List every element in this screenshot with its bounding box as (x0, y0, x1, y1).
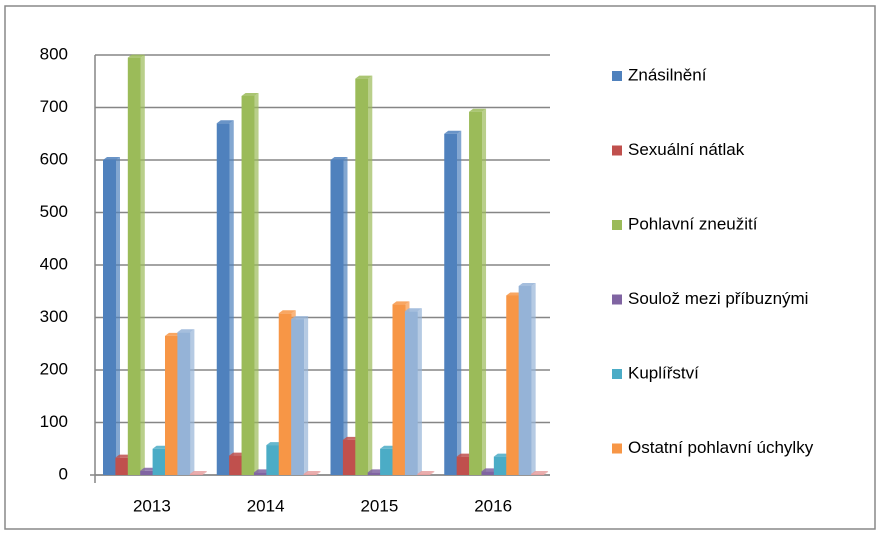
bar-top (127, 54, 145, 58)
bar-top (392, 301, 410, 305)
y-tick-label: 800 (40, 44, 68, 63)
bar-top (444, 130, 462, 134)
bar-side (140, 54, 145, 475)
bar-side (417, 308, 422, 475)
legend-label: Kuplířství (628, 363, 699, 382)
bar-side (430, 470, 435, 475)
bar-side (544, 470, 549, 475)
bar (380, 448, 394, 475)
bar-top (177, 329, 195, 333)
bar (229, 455, 243, 475)
bar-top (278, 310, 296, 314)
bar-side (316, 470, 321, 475)
bar-top (518, 283, 536, 286)
bar (518, 286, 532, 475)
bar (103, 160, 116, 475)
bar-side (482, 108, 487, 475)
bar (342, 439, 356, 475)
bar (531, 473, 545, 475)
bar-side (531, 283, 536, 475)
bar (469, 111, 483, 475)
bar (417, 473, 431, 475)
legend-swatch (612, 443, 622, 454)
y-tick-label: 100 (40, 412, 68, 431)
bar (165, 335, 178, 475)
bar-top (291, 316, 309, 320)
bar-side (229, 120, 234, 475)
bar-side (190, 329, 195, 475)
y-tick-label: 700 (40, 97, 68, 116)
bar (253, 472, 267, 475)
bar (278, 313, 292, 475)
bar-top (216, 120, 234, 124)
bar-top (469, 108, 487, 112)
bar (291, 319, 305, 475)
legend-swatch (612, 145, 622, 156)
legend-swatch (612, 369, 622, 379)
bar (481, 471, 495, 475)
bar (404, 311, 418, 475)
bar-top (355, 75, 373, 79)
bar-side (202, 470, 207, 475)
bar (241, 95, 255, 475)
x-tick-label: 2013 (133, 496, 171, 515)
bar-top (103, 157, 120, 160)
bar (152, 448, 166, 475)
y-tick-label: 500 (40, 202, 68, 221)
bar-side (116, 157, 120, 475)
x-tick-label: 2016 (474, 496, 512, 515)
legend-swatch (612, 294, 622, 305)
bar (115, 457, 129, 475)
legend-label: Sexuální nátlak (628, 140, 745, 159)
bar (266, 445, 280, 475)
bar-side (457, 130, 462, 475)
bar (140, 470, 154, 475)
bar (506, 295, 520, 475)
bar (127, 57, 141, 475)
y-tick-label: 200 (40, 359, 68, 378)
bar (303, 473, 317, 475)
bar-side (343, 157, 348, 475)
legend-label: Znásilnění (628, 65, 707, 84)
y-tick-label: 400 (40, 254, 68, 273)
bar (177, 332, 191, 475)
bar (367, 472, 381, 475)
y-tick-label: 0 (59, 464, 68, 483)
legend-label: Ostatní pohlavní úchylky (628, 438, 814, 457)
legend-swatch (612, 71, 622, 81)
bar-top (303, 470, 321, 474)
bar-top (241, 92, 259, 96)
bar (493, 456, 507, 475)
y-tick-label: 300 (40, 307, 68, 326)
bar (189, 473, 203, 475)
bar-side (368, 75, 373, 475)
bar-top (330, 157, 348, 160)
bar (444, 133, 458, 475)
x-tick-label: 2015 (360, 496, 398, 515)
bar-top (417, 470, 435, 474)
bar (355, 78, 369, 475)
y-tick-label: 600 (40, 149, 68, 168)
bar (216, 123, 230, 475)
legend-swatch (612, 220, 622, 230)
bar-side (254, 92, 259, 475)
legend-label: Soulož mezi příbuznými (628, 289, 808, 308)
bar-top (189, 470, 207, 474)
bar (330, 160, 344, 475)
legend-label: Pohlavní zneužití (628, 214, 758, 233)
x-tick-label: 2014 (247, 496, 285, 515)
bar-side (304, 316, 309, 475)
bar-top (404, 308, 422, 312)
bar (392, 304, 406, 475)
legend: Znásilnění Sexuální nátlak Pohlavní zneuži… (612, 65, 814, 457)
bar (456, 456, 470, 475)
chart-border (4, 5, 876, 530)
bar-top (531, 470, 549, 474)
